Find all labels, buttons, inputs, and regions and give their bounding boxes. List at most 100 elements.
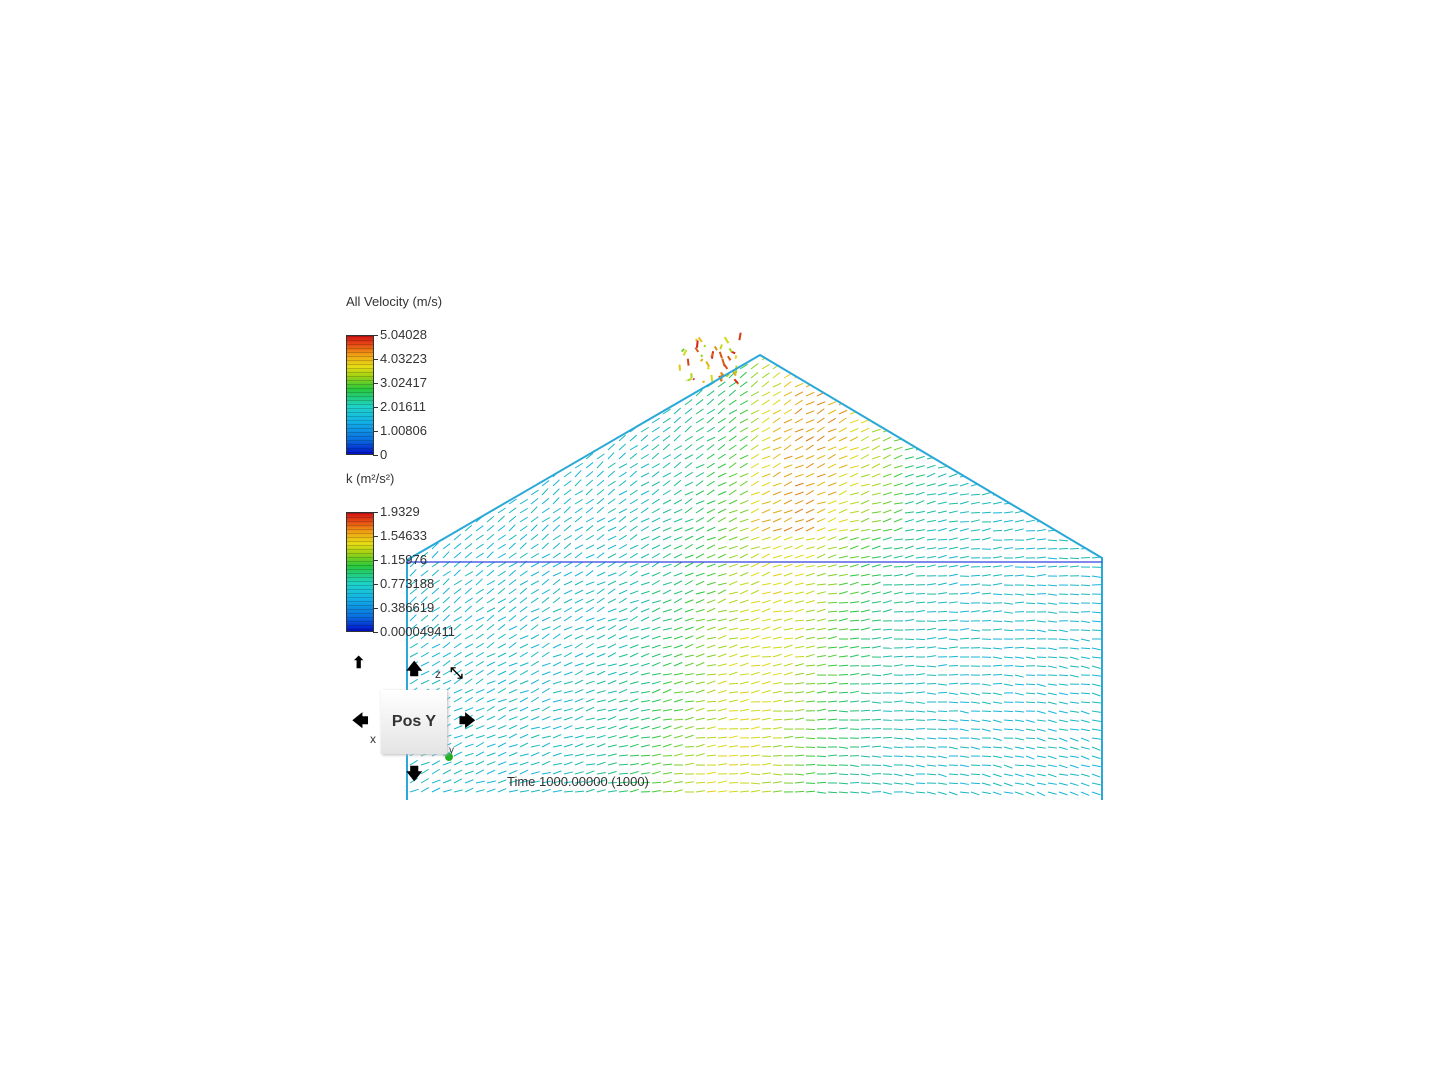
velocity-vector [816, 583, 826, 586]
velocity-vector [706, 689, 716, 694]
velocity-vector [1069, 420, 1079, 424]
velocity-vector [761, 745, 772, 748]
velocity-vector [948, 573, 958, 577]
velocity-vector [574, 470, 582, 478]
velocity-vector [926, 755, 936, 758]
arrow-right-icon[interactable]: 🡆 [459, 713, 476, 730]
velocity-vector [992, 755, 1002, 759]
velocity-vector [464, 451, 471, 460]
velocity-vector [981, 419, 991, 424]
velocity-vector [695, 608, 705, 613]
arrow-up-icon[interactable]: ⬆ [352, 655, 366, 672]
velocity-vector [563, 680, 573, 685]
velocity-vector [882, 518, 892, 523]
velocity-vector [486, 761, 496, 766]
velocity-vector [937, 764, 947, 767]
velocity-vector [893, 591, 903, 595]
velocity-vector [1058, 557, 1069, 560]
velocity-vector [926, 472, 936, 478]
velocity-vector [893, 446, 903, 451]
velocity-vector [992, 482, 1002, 487]
velocity-vector [904, 437, 914, 442]
velocity-vector [486, 669, 495, 676]
velocity-vector [805, 363, 814, 370]
velocity-vector [431, 768, 440, 775]
velocity-vector [530, 524, 538, 532]
velocity-vector [1025, 764, 1035, 768]
velocity-vector [772, 391, 782, 397]
velocity-vector [739, 654, 749, 658]
velocity-vector [992, 656, 1002, 660]
velocity-vector [585, 416, 594, 424]
velocity-vector [585, 735, 595, 739]
velocity-vector [453, 651, 462, 658]
velocity-vector [893, 391, 903, 397]
velocity-vector [607, 708, 617, 712]
velocity-vector [662, 698, 672, 703]
velocity-vector [783, 671, 793, 676]
velocity-vector [827, 592, 838, 595]
velocity-vector [497, 679, 507, 685]
velocity-vector [739, 490, 749, 496]
velocity-vector [937, 445, 947, 451]
velocity-vector [508, 355, 515, 361]
velocity-vector [761, 464, 771, 469]
velocity-vector [453, 742, 463, 748]
velocity-vector [442, 614, 450, 622]
velocity-vector [530, 355, 538, 361]
arrow-up-icon[interactable]: 🡅 [406, 661, 423, 678]
velocity-vector [596, 517, 606, 523]
velocity-vector [519, 690, 529, 694]
velocity-vector [981, 537, 991, 541]
velocity-vector [827, 491, 837, 496]
velocity-vector [816, 601, 826, 604]
velocity-vector [1091, 420, 1101, 424]
velocity-vector [486, 361, 494, 370]
velocity-vector [959, 356, 969, 361]
velocity-vector [739, 681, 749, 685]
velocity-vector [849, 482, 859, 487]
velocity-vector [640, 381, 649, 388]
arrow-left-icon[interactable]: 🡄 [352, 713, 369, 730]
velocity-vector [948, 646, 958, 649]
velocity-vector [915, 491, 925, 496]
velocity-vector [1003, 629, 1014, 632]
velocity-vector [915, 465, 925, 469]
velocity-vector [904, 447, 914, 451]
velocity-vector [959, 773, 969, 777]
view-cube[interactable]: Pos Y [381, 690, 447, 754]
velocity-vector [519, 606, 528, 613]
velocity-vector [750, 600, 760, 604]
velocity-vector [519, 769, 529, 775]
velocity-vector [618, 525, 627, 532]
rotate-icon[interactable]: ⤡ [450, 665, 463, 682]
velocity-vector [904, 618, 914, 622]
velocity-vector [409, 542, 417, 550]
velocity-vector [1025, 465, 1035, 469]
velocity-vector [453, 415, 461, 424]
velocity-vector [486, 415, 493, 424]
velocity-vector [629, 670, 639, 676]
velocity-vector [662, 355, 670, 361]
velocity-vector [607, 388, 615, 397]
velocity-vector [728, 517, 738, 523]
velocity-vector [442, 578, 450, 586]
velocity-vector [717, 463, 727, 469]
velocity-vector [1036, 538, 1046, 541]
arrow-down-icon[interactable]: 🡇 [406, 766, 423, 783]
velocity-vector [453, 579, 462, 586]
velocity-vector [585, 424, 593, 433]
velocity-vector [695, 781, 706, 784]
velocity-vector [530, 553, 540, 559]
velocity-vector [1058, 403, 1069, 406]
velocity-vector [585, 642, 594, 649]
velocity-vector [926, 493, 936, 496]
velocity-vector [651, 362, 659, 370]
velocity-vector [794, 573, 804, 577]
velocity-vector [453, 507, 462, 514]
velocity-vector [596, 726, 606, 730]
velocity-vector [596, 453, 605, 460]
velocity-vector [563, 571, 573, 577]
velocity-vector [860, 563, 870, 568]
